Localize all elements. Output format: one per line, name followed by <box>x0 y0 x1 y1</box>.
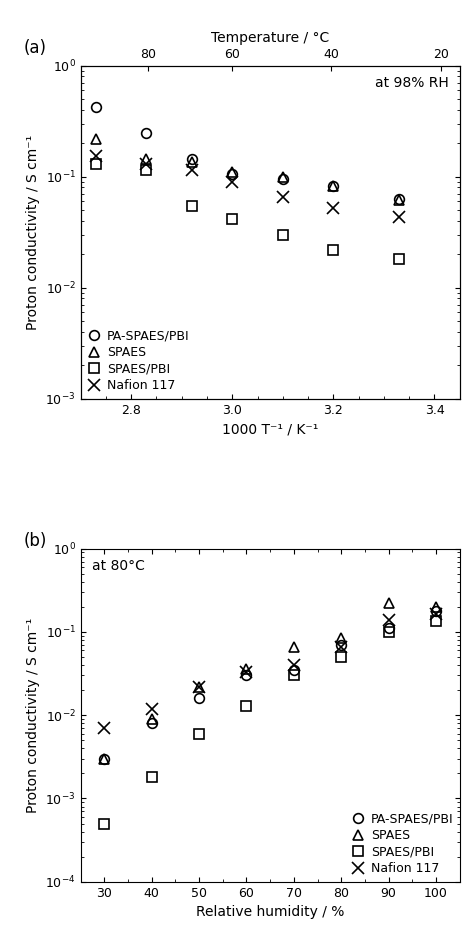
SPAES/PBI <box>196 728 202 739</box>
SPAES <box>433 601 439 613</box>
Nafion 117 <box>244 666 249 677</box>
PA-SPAES/PBI <box>433 605 439 616</box>
SPAES <box>101 753 107 764</box>
Line: SPAES: SPAES <box>91 134 404 204</box>
Y-axis label: Proton conductivity / S cm⁻¹: Proton conductivity / S cm⁻¹ <box>26 617 40 813</box>
Nafion 117 <box>386 614 392 626</box>
SPAES/PBI <box>433 615 439 627</box>
PA-SPAES/PBI <box>244 670 249 681</box>
Nafion 117 <box>189 164 195 175</box>
SPAES/PBI <box>396 254 402 265</box>
PA-SPAES/PBI <box>149 718 155 729</box>
Line: PA-SPAES/PBI: PA-SPAES/PBI <box>100 606 441 764</box>
SPAES <box>229 166 235 177</box>
PA-SPAES/PBI <box>280 174 286 185</box>
PA-SPAES/PBI <box>196 692 202 704</box>
Text: (b): (b) <box>24 532 47 550</box>
Nafion 117 <box>101 722 107 734</box>
PA-SPAES/PBI <box>144 127 149 138</box>
Nafion 117 <box>144 159 149 170</box>
Line: SPAES/PBI: SPAES/PBI <box>100 616 441 828</box>
Nafion 117 <box>396 212 402 223</box>
PA-SPAES/PBI <box>338 639 344 650</box>
SPAES/PBI <box>386 627 392 638</box>
Nafion 117 <box>196 681 202 692</box>
Nafion 117 <box>291 659 297 671</box>
Nafion 117 <box>229 176 235 188</box>
Legend: PA-SPAES/PBI, SPAES, SPAES/PBI, Nafion 117: PA-SPAES/PBI, SPAES, SPAES/PBI, Nafion 1… <box>351 812 454 875</box>
Line: SPAES/PBI: SPAES/PBI <box>91 159 404 265</box>
SPAES/PBI <box>229 213 235 224</box>
SPAES/PBI <box>280 229 286 240</box>
Nafion 117 <box>433 608 439 619</box>
SPAES/PBI <box>93 159 99 170</box>
Line: SPAES: SPAES <box>100 598 441 764</box>
SPAES <box>330 181 336 192</box>
SPAES <box>338 632 344 643</box>
X-axis label: Relative humidity / %: Relative humidity / % <box>196 905 345 919</box>
PA-SPAES/PBI <box>101 753 107 764</box>
Text: at 80°C: at 80°C <box>92 559 145 572</box>
Text: (a): (a) <box>24 39 47 57</box>
X-axis label: 1000 T⁻¹ / K⁻¹: 1000 T⁻¹ / K⁻¹ <box>222 422 319 436</box>
SPAES <box>144 153 149 164</box>
Line: Nafion 117: Nafion 117 <box>90 150 405 223</box>
PA-SPAES/PBI <box>330 181 336 192</box>
PA-SPAES/PBI <box>396 193 402 204</box>
Nafion 117 <box>93 150 99 161</box>
Legend: PA-SPAES/PBI, SPAES, SPAES/PBI, Nafion 117: PA-SPAES/PBI, SPAES, SPAES/PBI, Nafion 1… <box>87 329 190 392</box>
SPAES <box>196 681 202 692</box>
SPAES/PBI <box>330 244 336 255</box>
PA-SPAES/PBI <box>229 169 235 180</box>
X-axis label: Temperature / °C: Temperature / °C <box>211 31 329 45</box>
SPAES <box>291 642 297 653</box>
Line: PA-SPAES/PBI: PA-SPAES/PBI <box>91 102 404 204</box>
SPAES/PBI <box>101 818 107 829</box>
Text: at 98% RH: at 98% RH <box>374 76 448 90</box>
SPAES <box>396 194 402 205</box>
SPAES <box>244 663 249 674</box>
PA-SPAES/PBI <box>189 153 195 164</box>
Nafion 117 <box>330 203 336 214</box>
Nafion 117 <box>338 642 344 653</box>
PA-SPAES/PBI <box>386 623 392 634</box>
SPAES <box>93 133 99 144</box>
Y-axis label: Proton conductivity / S cm⁻¹: Proton conductivity / S cm⁻¹ <box>26 134 40 330</box>
Nafion 117 <box>280 192 286 204</box>
PA-SPAES/PBI <box>291 664 297 675</box>
SPAES <box>386 598 392 609</box>
Line: Nafion 117: Nafion 117 <box>99 608 442 734</box>
SPAES/PBI <box>244 700 249 711</box>
SPAES/PBI <box>338 651 344 662</box>
SPAES <box>280 171 286 182</box>
PA-SPAES/PBI <box>93 102 99 113</box>
SPAES/PBI <box>144 164 149 175</box>
SPAES/PBI <box>291 670 297 681</box>
SPAES <box>149 714 155 725</box>
SPAES/PBI <box>189 200 195 211</box>
SPAES/PBI <box>149 772 155 783</box>
SPAES <box>189 157 195 168</box>
Nafion 117 <box>149 703 155 714</box>
